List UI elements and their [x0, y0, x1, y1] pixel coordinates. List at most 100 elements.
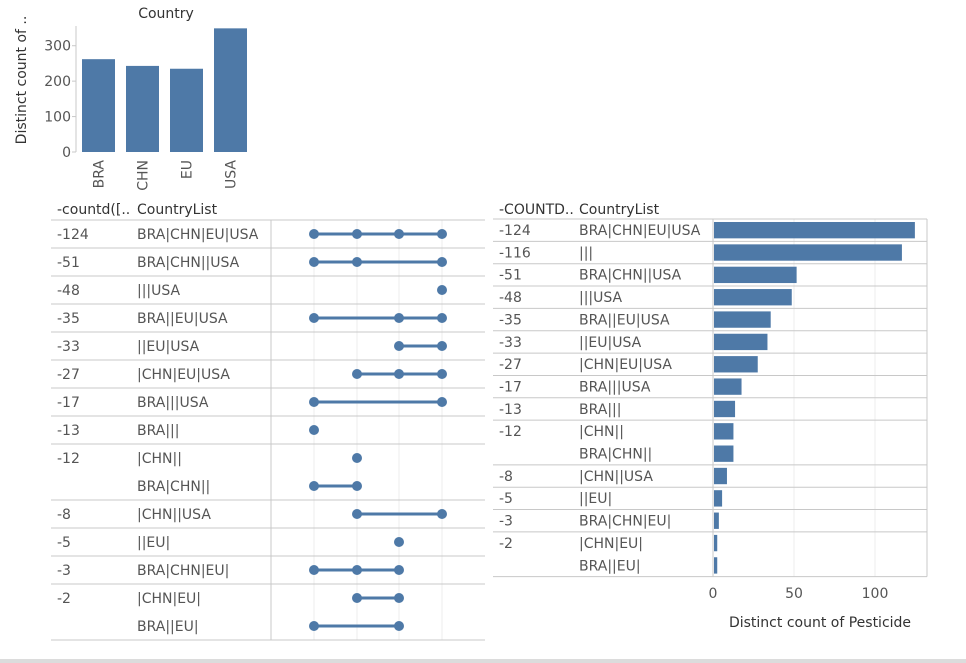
group-count-label: -48 [57, 283, 80, 299]
group-count-label: -51 [499, 268, 522, 284]
country-list-label: |CHN|| [579, 424, 624, 440]
country-list-label: |||USA [579, 290, 623, 306]
y-tick-label: 100 [44, 110, 71, 126]
group-count-label: -2 [57, 591, 71, 607]
country-list-label: BRA|CHN|| [137, 479, 210, 495]
group-count-label: -8 [57, 507, 71, 523]
group-count-label: -27 [499, 357, 522, 373]
country-list-label: BRA|CHN||USA [579, 268, 682, 284]
membership-dot [437, 229, 447, 239]
country-list-label: BRA|||USA [137, 395, 209, 411]
bar [170, 68, 203, 152]
group-count-label: -33 [57, 339, 80, 355]
country-list-label: |CHN|EU| [579, 536, 643, 552]
bar [714, 356, 758, 373]
membership-dot [394, 229, 404, 239]
y-axis-label: Distinct count of .. [14, 16, 30, 145]
membership-dot [352, 257, 362, 267]
membership-dot [394, 537, 404, 547]
bar [714, 467, 727, 485]
membership-dot [394, 621, 404, 631]
y-tick-label: 300 [44, 39, 71, 55]
country-list-label: BRA||EU|USA [579, 312, 670, 328]
group-count-label: -35 [499, 312, 522, 328]
membership-dot [309, 425, 319, 435]
group-count-label: -116 [499, 245, 531, 261]
group-count-label: -3 [57, 563, 71, 579]
membership-dot [394, 341, 404, 351]
y-tick-label: 0 [62, 145, 71, 161]
membership-dot [394, 313, 404, 323]
x-tick-label: 50 [785, 586, 803, 602]
bar [714, 222, 915, 239]
country-list-label: BRA||EU| [579, 558, 641, 574]
country-list-label: BRA|CHN||USA [137, 255, 240, 271]
group-count-label: -17 [57, 395, 80, 411]
group-count-label: -8 [499, 469, 513, 485]
x-tick-label: CHN [136, 160, 152, 191]
country-list-label: ||EU| [579, 491, 612, 507]
membership-dot [352, 369, 362, 379]
group-count-label: -124 [499, 223, 531, 239]
x-tick-label: 0 [709, 586, 718, 602]
membership-dot [437, 509, 447, 519]
group-count-label: -48 [499, 290, 522, 306]
country-list-label: |||USA [137, 283, 181, 299]
country-list-label: BRA|CHN|EU| [137, 563, 229, 579]
membership-dot [437, 341, 447, 351]
country-list-label: BRA|CHN|EU| [579, 514, 671, 530]
country-list-label: |CHN||USA [579, 469, 653, 485]
group-count-label: -5 [57, 535, 71, 551]
bar [714, 490, 723, 507]
membership-dot [437, 257, 447, 267]
bottom-strip [0, 659, 966, 663]
bar [714, 534, 718, 552]
membership-dot [437, 369, 447, 379]
country-list-label: ||EU|USA [137, 339, 200, 355]
membership-dot [309, 621, 319, 631]
group-count-label: -35 [57, 311, 80, 327]
country-list-label: |CHN|EU|USA [579, 357, 672, 373]
bar [714, 311, 771, 328]
membership-dot [394, 369, 404, 379]
column-header: CountryList [137, 202, 218, 218]
membership-dot [394, 565, 404, 575]
membership-dot [352, 453, 362, 463]
bar [714, 400, 736, 418]
group-count-label: -13 [499, 402, 522, 418]
bar [214, 28, 247, 152]
x-axis-label: Distinct count of Pesticide [729, 615, 911, 631]
country-list-label: BRA|||USA [579, 379, 651, 395]
group-count-label: -51 [57, 255, 80, 271]
x-tick-label: EU [180, 160, 196, 179]
bar [714, 333, 768, 351]
country-list-label: BRA||| [579, 402, 622, 418]
group-count-label: -5 [499, 491, 513, 507]
group-count-label: -12 [499, 424, 522, 440]
country-list-label: BRA||EU|USA [137, 311, 228, 327]
membership-dot [352, 481, 362, 491]
bar [714, 423, 734, 440]
chart-title: Country [138, 6, 194, 22]
group-count-label: -27 [57, 367, 80, 383]
group-count-label: -13 [57, 423, 80, 439]
country-list-label: BRA|CHN|EU|USA [137, 227, 259, 243]
country-list-label: |CHN|EU|USA [137, 367, 230, 383]
bar [714, 266, 797, 284]
y-tick-label: 200 [44, 74, 71, 90]
bar [714, 557, 718, 574]
bar [82, 59, 115, 153]
bar [714, 378, 742, 395]
country-list-label: ||EU|USA [579, 335, 642, 351]
membership-dot [437, 285, 447, 295]
group-count-label: -17 [499, 379, 522, 395]
country-list-label: |CHN|| [137, 451, 182, 467]
membership-dot [437, 397, 447, 407]
group-count-label: -2 [499, 536, 513, 552]
column-header: -COUNTD.. [499, 202, 574, 218]
x-tick-label: USA [224, 160, 240, 189]
country-list-label: BRA||| [137, 423, 180, 439]
column-header: CountryList [579, 202, 660, 218]
country-list-label: ||| [579, 245, 593, 261]
